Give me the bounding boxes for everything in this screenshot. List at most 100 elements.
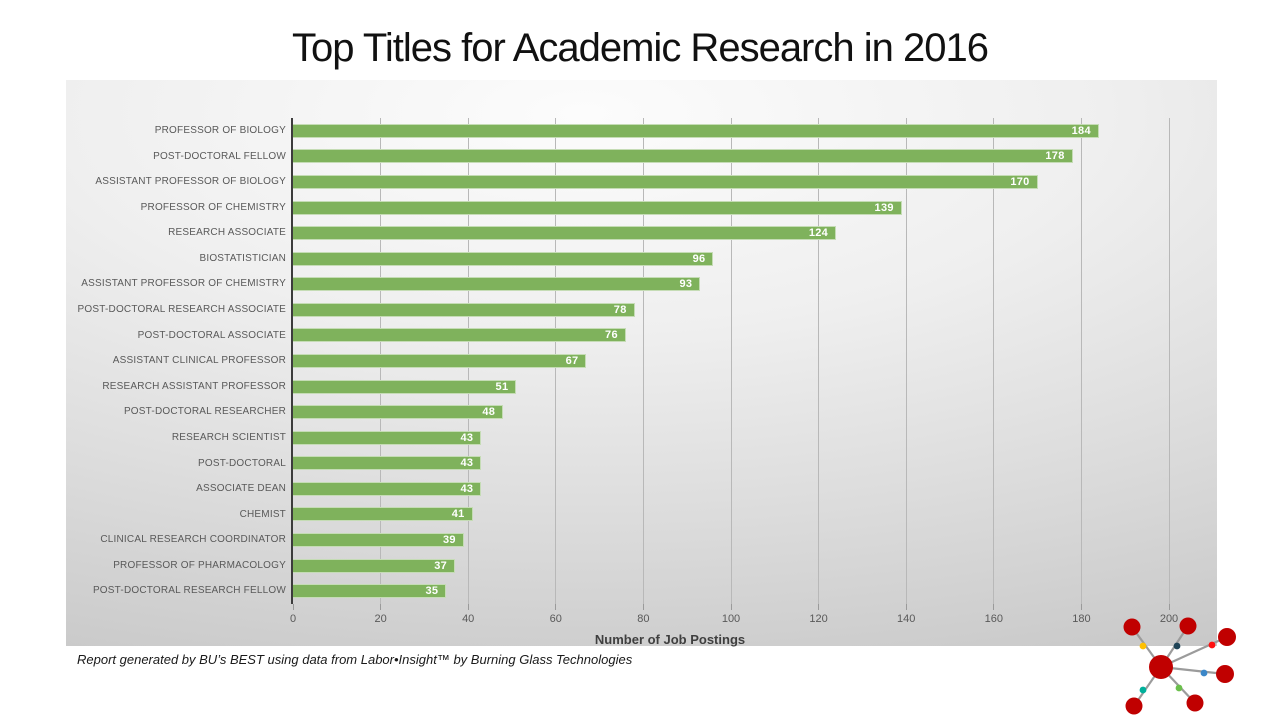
bar-value-label: 184 — [1071, 124, 1091, 137]
x-axis-tick-label: 120 — [809, 613, 828, 625]
logo-node — [1186, 694, 1204, 712]
logo-dot — [1208, 641, 1216, 649]
footer-note: Report generated by BU’s BEST using data… — [77, 652, 633, 667]
category-axis-label: POST-DOCTORAL RESEARCHER — [123, 406, 286, 418]
bar-value-label: 178 — [1045, 150, 1065, 163]
bar-value-label: 78 — [613, 303, 627, 316]
category-axis-label: POST-DOCTORAL RESEARCH FELLOW — [92, 585, 286, 597]
network-logo — [1123, 617, 1236, 715]
axis-tickmark — [467, 604, 469, 610]
value-gridline — [993, 118, 995, 604]
category-axis-label: RESEARCH ASSISTANT PROFESSOR — [102, 380, 286, 392]
logo-dot — [1173, 642, 1181, 650]
bar-value-label: 124 — [808, 227, 829, 240]
x-axis-tick-label: 20 — [374, 613, 387, 625]
axis-tickmark — [555, 604, 557, 610]
x-axis-tick-label: 80 — [637, 613, 650, 625]
bar: 139 — [293, 200, 902, 215]
category-axis-label: ASSISTANT PROFESSOR OF CHEMISTRY — [81, 278, 286, 290]
axis-tickmark — [380, 604, 382, 610]
bar: 51 — [293, 379, 517, 394]
bar: 39 — [293, 533, 464, 548]
category-axis-label: ASSISTANT CLINICAL PROFESSOR — [112, 355, 286, 367]
logo-dot — [1200, 669, 1208, 677]
value-gridline — [642, 118, 644, 604]
bar: 178 — [293, 149, 1073, 164]
bar-value-label: 43 — [460, 431, 474, 444]
x-axis-tick-label: 0 — [289, 613, 297, 625]
bar-value-label: 96 — [692, 252, 706, 265]
bar: 43 — [293, 481, 482, 496]
bar: 170 — [293, 174, 1038, 189]
category-axis-label: RESEARCH SCIENTIST — [171, 431, 286, 443]
category-axis-label: POST-DOCTORAL FELLOW — [153, 150, 286, 162]
bar: 67 — [293, 354, 587, 368]
value-gridline — [730, 118, 732, 604]
bar-value-label: 37 — [434, 559, 448, 572]
bar-value-label: 48 — [482, 406, 496, 419]
logo-node — [1123, 618, 1141, 636]
axis-tickmark — [642, 604, 644, 610]
x-axis-tick-label: 200 — [1159, 613, 1179, 625]
x-axis-tick-label: 100 — [721, 613, 741, 625]
bar: 184 — [293, 123, 1099, 138]
bar-value-label: 139 — [874, 201, 894, 214]
bar: 78 — [293, 302, 635, 317]
category-axis-label: POST-DOCTORAL — [198, 457, 286, 469]
x-axis-title: Number of Job Postings — [594, 632, 746, 647]
logo-edge — [1160, 635, 1228, 669]
bar: 96 — [293, 251, 714, 266]
category-axis-label: CHEMIST — [239, 508, 286, 520]
bar-value-label: 41 — [451, 508, 465, 521]
logo-satellite-nodes — [1123, 617, 1236, 715]
category-axis-line — [291, 118, 293, 604]
category-axis-label: CLINICAL RESEARCH COORDINATOR — [100, 534, 286, 546]
logo-edges — [1131, 625, 1228, 707]
axis-tickmark — [1168, 604, 1170, 610]
bar: 35 — [293, 584, 447, 599]
axis-tickmark — [993, 604, 995, 610]
bar-value-label: 35 — [425, 585, 439, 598]
logo-node — [1216, 665, 1234, 683]
category-axis-label: POST-DOCTORAL ASSOCIATE — [137, 329, 286, 341]
axis-tickmark — [292, 604, 294, 610]
category-axis-label: PROFESSOR OF PHARMACOLOGY — [113, 559, 286, 571]
bar: 93 — [293, 277, 701, 292]
x-axis-tick-label: 40 — [462, 613, 475, 625]
bar: 76 — [293, 328, 626, 343]
axis-tickmark — [730, 604, 732, 610]
logo-node — [1179, 617, 1197, 635]
category-axis-label: BIOSTATISTICIAN — [199, 252, 286, 264]
value-gridline — [818, 118, 820, 604]
category-axis-label: PROFESSOR OF BIOLOGY — [154, 125, 286, 136]
bar: 43 — [293, 456, 482, 471]
logo-dot — [1175, 684, 1183, 692]
bar: 41 — [293, 507, 473, 522]
bar-value-label: 39 — [442, 534, 456, 547]
category-axis-label: PROFESSOR OF CHEMISTRY — [140, 201, 286, 213]
bar-value-label: 67 — [565, 355, 579, 367]
category-axis-label: ASSOCIATE DEAN — [196, 483, 286, 495]
bar-value-label: 51 — [495, 380, 509, 393]
bar: 43 — [293, 430, 482, 445]
logo-dot — [1139, 686, 1147, 694]
logo-node — [1125, 697, 1143, 715]
value-gridline — [905, 118, 907, 604]
value-gridline — [1168, 118, 1170, 604]
page-title: Top Titles for Academic Research in 2016 — [292, 26, 989, 70]
logo-node — [1218, 628, 1236, 646]
x-axis-tick-label: 60 — [549, 613, 562, 625]
bar: 48 — [293, 405, 504, 420]
logo-dot — [1139, 642, 1147, 650]
category-axis-label: ASSISTANT PROFESSOR OF BIOLOGY — [95, 176, 286, 188]
bar-value-label: 43 — [460, 457, 474, 470]
bar-value-label: 43 — [460, 482, 474, 495]
x-axis-tick-label: 140 — [897, 613, 916, 625]
chart-area: 0 20 40 60 80 100 120 140 160 180 200 PROFESSOR OF … — [66, 80, 1217, 647]
category-axis-label: POST-DOCTORAL RESEARCH ASSOCIATE — [77, 304, 286, 316]
bar: 37 — [293, 558, 456, 573]
bar-value-label: 170 — [1010, 175, 1030, 188]
value-gridline — [1080, 118, 1082, 604]
bar: 124 — [293, 226, 837, 241]
